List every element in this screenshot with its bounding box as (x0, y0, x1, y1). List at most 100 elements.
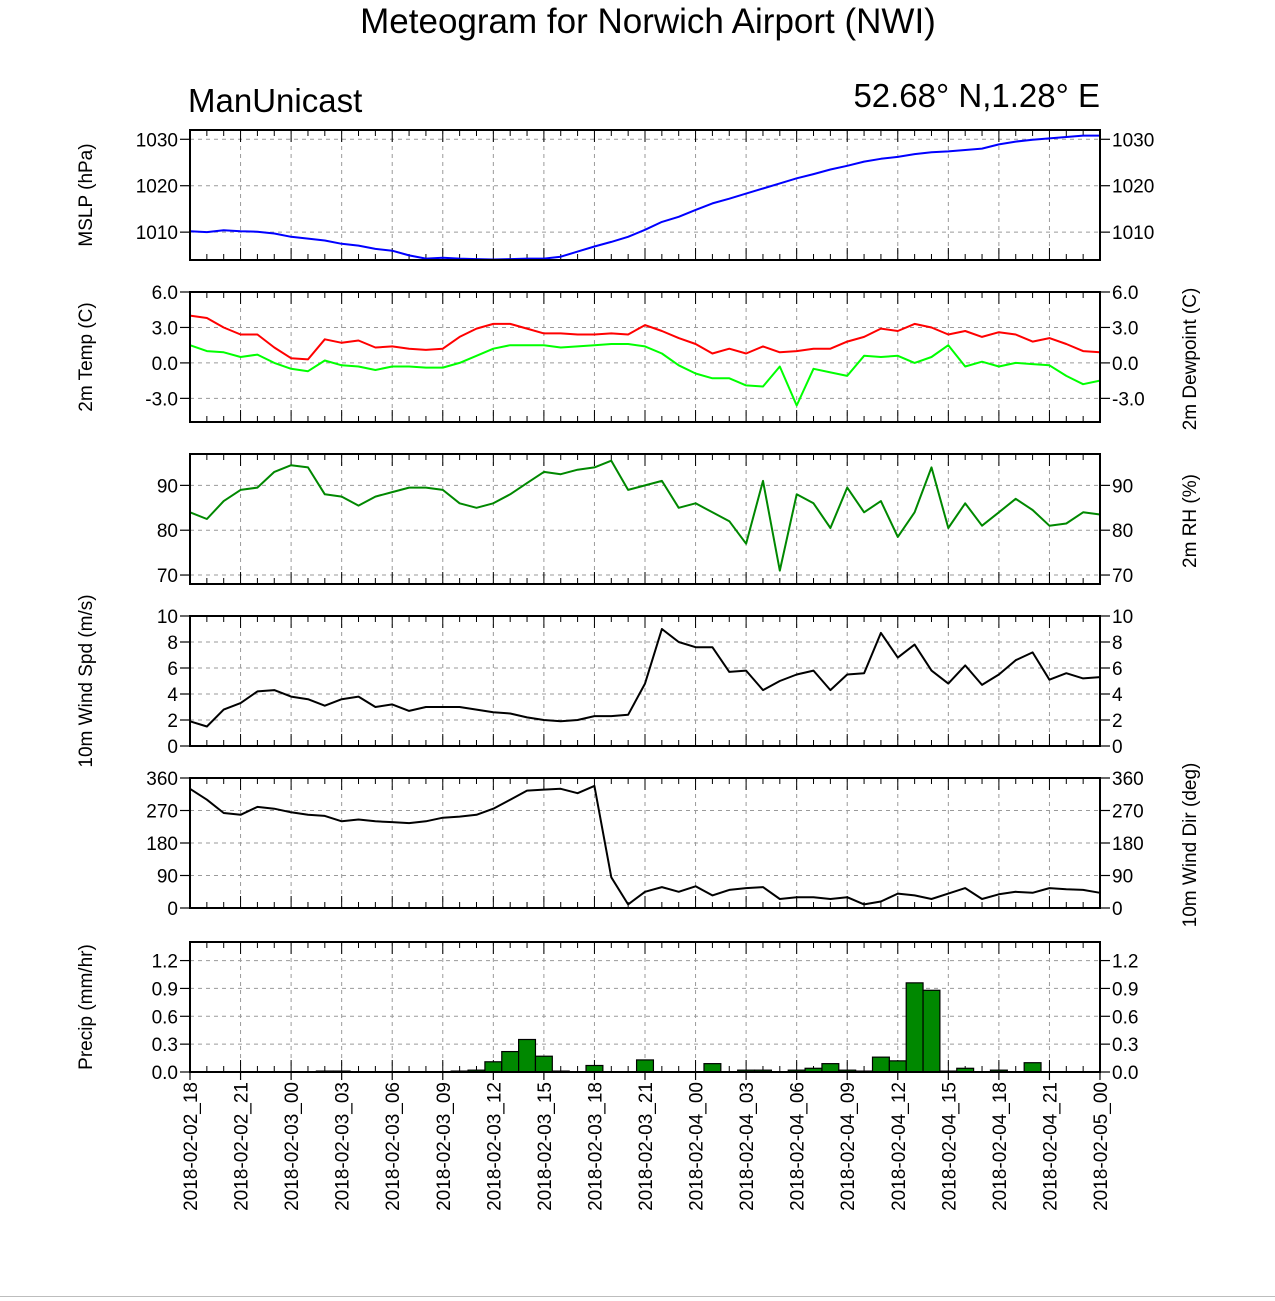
y-tick-label-left: 0 (167, 737, 178, 758)
y-tick-label-left: 0.6 (152, 1007, 178, 1028)
series-line-mslp-0 (189, 134, 1100, 261)
panel-mslp: 1010 1010 1020 1020 1030 1030 MSLP (hPa) (76, 129, 1154, 261)
chart-title: Meteogram for Norwich Airport (NWI) (360, 2, 936, 41)
y-tick-label-left: 1.2 (152, 952, 178, 973)
y-tick-label-right: 1020 (1112, 177, 1154, 198)
panel-frame (189, 453, 1101, 585)
x-tick-label: 2018-02-05_00 (1091, 1082, 1112, 1211)
y-tick-label-right: 6.0 (1112, 283, 1138, 304)
y-tick-label-right: 0.0 (1112, 1063, 1138, 1084)
precip-bar (703, 1063, 722, 1073)
y-axis-title-left: Precip (mm/hr) (76, 944, 97, 1070)
x-tick-label: 2018-02-04_09 (838, 1082, 859, 1211)
x-tick-label: 2018-02-02_21 (232, 1082, 253, 1211)
panel-precip: 0.0 0.0 0.3 0.3 0.6 0.6 0.9 0.9 1.2 1.2 Precip (mm… (76, 941, 1138, 1084)
y-tick-label-left: 0 (167, 899, 178, 920)
x-tick-label: 2018-02-04_12 (889, 1082, 910, 1211)
panel-frame (189, 777, 1101, 909)
x-tick-label: 2018-02-03_18 (585, 1082, 606, 1211)
y-tick-label-left: 3.0 (152, 318, 178, 339)
source-label: ManUnicast (188, 82, 362, 119)
x-tick-label: 2018-02-03_09 (434, 1082, 455, 1211)
x-axis: 2018-02-02_18 2018-02-02_21 2018-02-03_00 2… (181, 1072, 1112, 1211)
y-axis-title-right: 10m Wind Dir (deg) (1180, 763, 1201, 928)
x-tick-label: 2018-02-04_00 (687, 1082, 708, 1211)
series-line-temp-0 (189, 314, 1101, 361)
panel-frame (189, 129, 1101, 261)
precip-bar (821, 1063, 840, 1073)
y-tick-label-right: 0.0 (1112, 354, 1138, 375)
x-tick-label: 2018-02-04_15 (939, 1082, 960, 1211)
y-tick-label-right: 270 (1112, 802, 1144, 823)
y-tick-label-left: 80 (157, 521, 178, 542)
precip-bar (534, 1055, 553, 1073)
precip-bar (905, 982, 924, 1073)
y-tick-label-right: 1010 (1112, 223, 1154, 244)
precip-bar (871, 1056, 890, 1073)
y-tick-label-right: -3.0 (1112, 389, 1145, 410)
y-tick-label-left: 90 (157, 867, 178, 888)
panel-wind_dir: 0 0 90 90 180 180 270 270 360 360 10m Wind Dir (de… (146, 763, 1201, 928)
y-tick-label-right: 180 (1112, 834, 1144, 855)
precip-bar (518, 1038, 537, 1073)
panel-frame (189, 291, 1101, 423)
y-tick-label-right: 90 (1112, 867, 1133, 888)
y-tick-label-left: 10 (157, 607, 178, 628)
y-tick-label-left: 180 (146, 834, 178, 855)
y-tick-label-right: 70 (1112, 566, 1133, 587)
y-tick-label-left: 90 (157, 476, 178, 497)
x-tick-label: 2018-02-03_03 (333, 1082, 354, 1211)
y-tick-label-left: -3.0 (145, 389, 178, 410)
x-tick-label: 2018-02-02_18 (181, 1082, 202, 1211)
y-axis-title-left: 10m Wind Spd (m/s) (76, 594, 97, 767)
x-tick-label: 2018-02-04_06 (788, 1082, 809, 1211)
x-tick-label: 2018-02-03_21 (636, 1082, 657, 1211)
y-tick-label-right: 3.0 (1112, 318, 1138, 339)
precip-bar (888, 1060, 907, 1073)
y-tick-label-left: 0.9 (152, 979, 178, 1000)
x-tick-label: 2018-02-04_21 (1040, 1082, 1061, 1211)
x-tick-label: 2018-02-03_15 (535, 1082, 556, 1211)
series-line-rh-0 (189, 459, 1101, 572)
y-tick-label-right: 360 (1112, 769, 1144, 790)
x-tick-label: 2018-02-03_06 (383, 1082, 404, 1211)
y-tick-label-left: 270 (146, 802, 178, 823)
precip-bar (922, 989, 941, 1073)
y-tick-label-right: 1.2 (1112, 952, 1138, 973)
y-tick-label-right: 0.9 (1112, 979, 1138, 1000)
y-tick-label-left: 8 (167, 633, 178, 654)
precip-bar (1023, 1062, 1042, 1073)
y-tick-label-left: 6 (167, 659, 178, 680)
y-tick-label-right: 4 (1112, 685, 1123, 706)
y-tick-label-right: 80 (1112, 521, 1133, 542)
y-tick-label-left: 70 (157, 566, 178, 587)
y-tick-label-left: 0.0 (152, 354, 178, 375)
series-line-temp-1 (189, 343, 1101, 407)
x-tick-label: 2018-02-04_03 (737, 1082, 758, 1211)
precip-bar (635, 1059, 655, 1073)
series-line-wind_dir-0 (189, 784, 1101, 906)
y-tick-label-left: 1020 (136, 177, 178, 198)
panel-wind_speed: 0 0 2 2 4 4 6 6 8 8 10 10 10m Wind Spd (m/s) (76, 594, 1133, 767)
y-tick-label-right: 90 (1112, 476, 1133, 497)
precip-bar (501, 1050, 520, 1073)
y-tick-label-left: 1010 (136, 223, 178, 244)
precip-bar (484, 1061, 503, 1073)
y-axis-title-right: 2m Dewpoint (C) (1180, 288, 1201, 431)
y-tick-label-right: 0.6 (1112, 1007, 1138, 1028)
y-axis-title-left: MSLP (hPa) (76, 143, 97, 246)
location-label: 52.68° N,1.28° E (853, 77, 1100, 114)
y-tick-label-left: 6.0 (152, 283, 178, 304)
y-tick-label-right: 0.3 (1112, 1035, 1138, 1056)
x-tick-label: 2018-02-04_18 (990, 1082, 1011, 1211)
panel-rh: 70 70 80 80 90 90 2m RH (%) (157, 453, 1201, 587)
y-tick-label-right: 8 (1112, 633, 1123, 654)
y-tick-label-left: 1030 (136, 130, 178, 151)
y-tick-label-left: 0.0 (152, 1063, 178, 1084)
y-tick-label-right: 1030 (1112, 130, 1154, 151)
y-axis-title-left: 2m Temp (C) (76, 302, 97, 411)
y-tick-label-right: 10 (1112, 607, 1133, 628)
y-tick-label-right: 0 (1112, 737, 1123, 758)
